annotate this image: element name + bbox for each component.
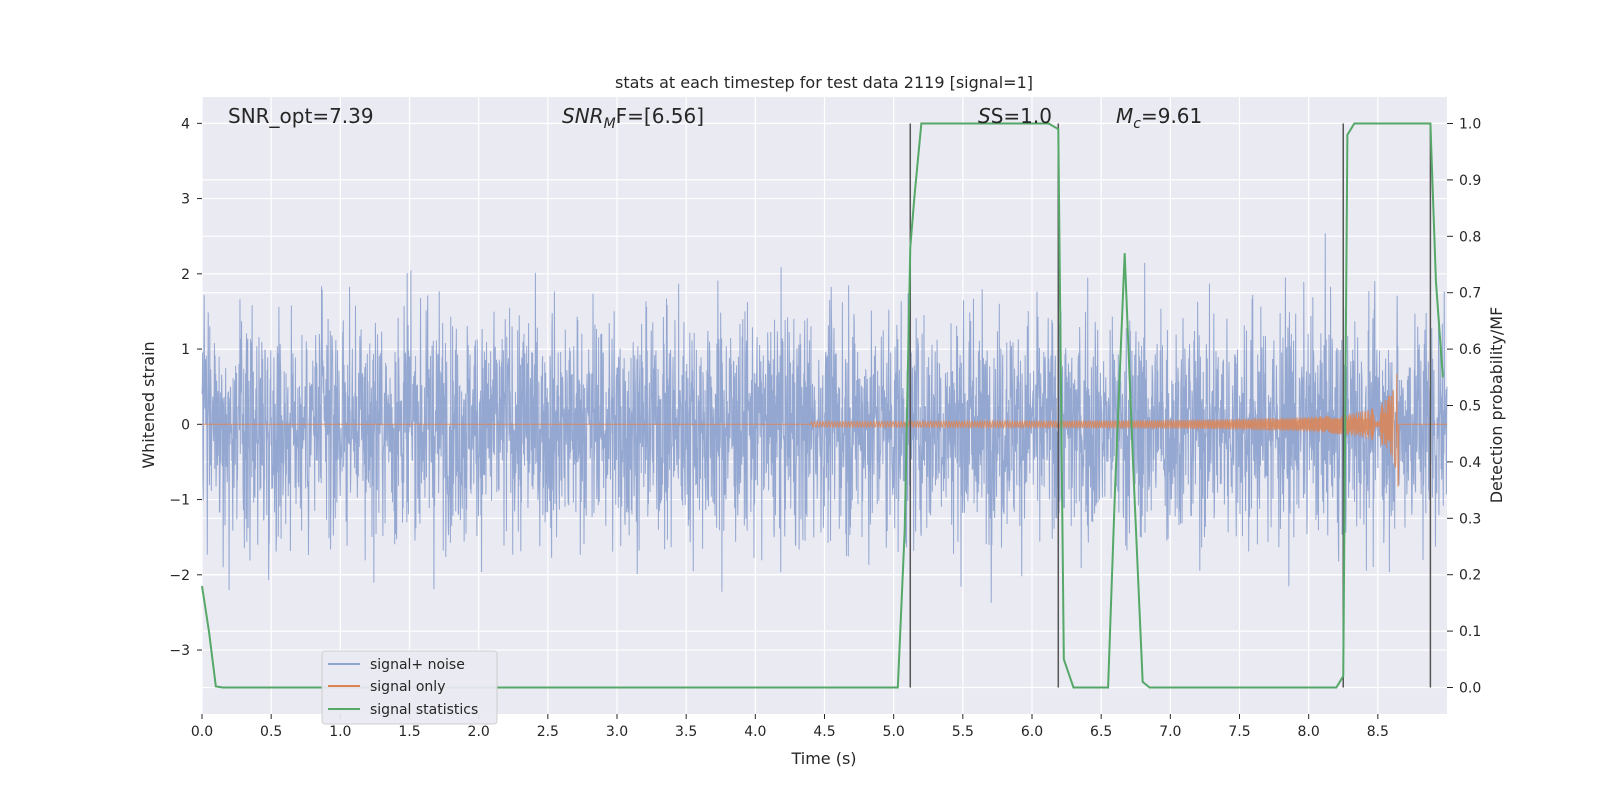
x-tick-label: 1.0 [329, 724, 351, 740]
x-tick-label: 4.0 [744, 724, 766, 740]
y-right-tick-label: 0.4 [1459, 455, 1481, 471]
x-tick-label: 2.0 [468, 724, 490, 740]
x-tick-label: 1.5 [398, 724, 420, 740]
x-tick-label: 6.5 [1090, 724, 1112, 740]
series-signal-only [202, 373, 1447, 487]
y-right-ticks: 0.0 0.1 0.2 0.3 0.4 0.5 0.6 0.7 0.8 0.9 1.0 [1447, 117, 1481, 696]
y-left-tick-label: −1 [169, 493, 190, 509]
legend-label-signal-only: signal only [370, 679, 445, 695]
x-tick-label: 0.5 [260, 724, 282, 740]
y-left-tick-label: 1 [181, 342, 190, 358]
annotation-mc-sub: c [1133, 116, 1141, 132]
y-right-tick-label: 1.0 [1459, 117, 1481, 133]
annotation-s: SS=1.0 [978, 104, 1052, 128]
y-left-tick-label: −2 [169, 568, 190, 584]
annotation-snr-mf-snr: SNR [562, 104, 604, 128]
y-right-label: Detection probability/MF [1487, 307, 1506, 504]
y-right-tick-label: 0.5 [1459, 399, 1481, 415]
x-tick-label: 8.5 [1367, 724, 1389, 740]
signal-noise-line [201, 233, 1448, 603]
annotation-snr-mf: SNRMF=[6.56] [562, 104, 704, 132]
y-right-tick-label: 0.9 [1459, 173, 1481, 189]
legend-box [321, 650, 498, 725]
annotation-snr-opt: SNR_opt=7.39 [228, 104, 374, 128]
y-left-tick-label: 0 [181, 417, 190, 433]
annotation-mc: Mc=9.61 [1116, 104, 1202, 132]
annotation-mc-m: M [1116, 104, 1133, 128]
x-tick-label: 3.0 [606, 724, 628, 740]
y-right-tick-label: 0.1 [1459, 624, 1481, 640]
y-left-tick-label: −3 [169, 643, 190, 659]
legend-label-signal-noise: signal+ noise [370, 657, 465, 673]
x-tick-label: 6.0 [1021, 724, 1043, 740]
x-axis-label: Time (s) [790, 749, 856, 768]
signal-statistics-line [201, 122, 1444, 689]
annotation-mc-value: =9.61 [1141, 104, 1202, 128]
y-right-tick-label: 0.0 [1459, 680, 1481, 696]
annotation-s-value: S=1.0 [991, 104, 1052, 128]
series-signal-statistics [201, 122, 1444, 689]
chart-title: stats at each timestep for test data 211… [615, 73, 1033, 92]
y-right-tick-label: 0.7 [1459, 286, 1481, 302]
x-tick-label: 7.0 [1159, 724, 1181, 740]
annotation-snr-mf-sub: M [604, 116, 616, 132]
signal-only-line [202, 373, 1447, 487]
x-tick-label: 2.5 [537, 724, 559, 740]
legend: signal+ noise signal only signal statist… [321, 650, 498, 725]
legend-label-signal-statistics: signal statistics [370, 702, 478, 718]
y-right-tick-label: 0.3 [1459, 511, 1481, 527]
y-left-label: Whitened strain [139, 341, 158, 468]
series-signal-noise [201, 233, 1448, 603]
y-left-tick-label: 3 [181, 192, 190, 208]
x-axis-ticks: 0.0 0.5 1.0 1.5 2.0 2.5 3.0 3.5 4.0 4.5 5.0 5.5 6.0 6… [191, 714, 1389, 740]
x-tick-label: 3.5 [675, 724, 697, 740]
annotation-snr-mf-value: F=[6.56] [616, 104, 704, 128]
y-right-tick-label: 0.8 [1459, 229, 1481, 245]
x-tick-label: 7.5 [1228, 724, 1250, 740]
x-tick-label: 0.0 [191, 724, 213, 740]
y-left-ticks: −3 −2 −1 0 1 2 3 4 [169, 116, 202, 659]
y-right-tick-label: 0.6 [1459, 342, 1481, 358]
y-left-tick-label: 2 [181, 267, 190, 283]
y-right-tick-label: 0.2 [1459, 568, 1481, 584]
x-tick-label: 4.5 [813, 724, 835, 740]
x-tick-label: 8.0 [1298, 724, 1320, 740]
x-tick-label: 5.0 [883, 724, 905, 740]
y-left-tick-label: 4 [181, 116, 190, 132]
x-tick-label: 5.5 [952, 724, 974, 740]
